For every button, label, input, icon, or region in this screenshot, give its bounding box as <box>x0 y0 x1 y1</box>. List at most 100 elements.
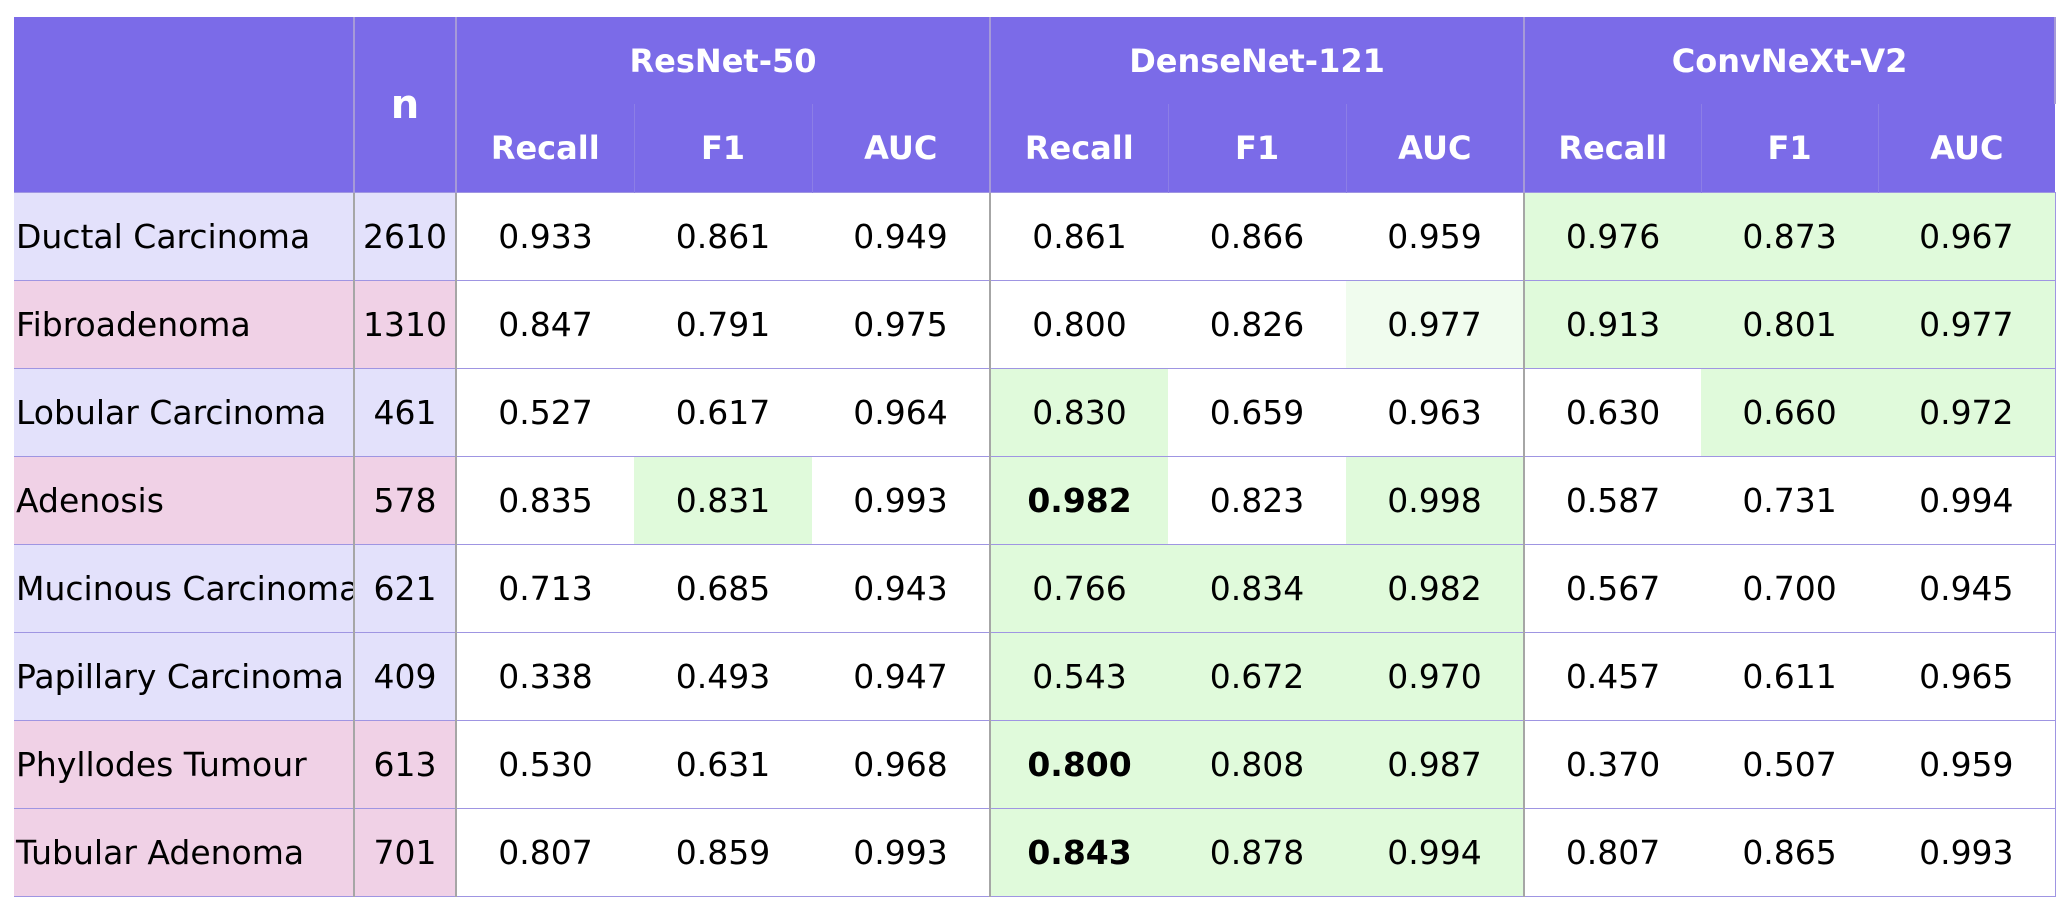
resnet-auc-cell: 0.964 <box>812 368 991 457</box>
table-row: Fibroadenoma 1310 0.847 0.791 0.975 0.800 0.82… <box>14 280 2056 369</box>
metric-header-f1: F1 <box>1700 104 1879 193</box>
class-label-cell: Tubular Adenoma <box>14 808 355 897</box>
densenet-f1-cell: 0.659 <box>1168 368 1347 457</box>
resnet-auc-cell: 0.947 <box>812 632 991 721</box>
class-label-cell: Fibroadenoma <box>14 280 355 369</box>
convnext-auc-cell: 0.967 <box>1878 192 2056 281</box>
metric-header-auc: AUC <box>1345 104 1525 193</box>
sample-count-cell: 613 <box>354 720 457 809</box>
resnet-auc-cell: 0.949 <box>812 192 991 281</box>
table-header: n ResNet-50 DenseNet-121 ConvNeXt-V2 Rec… <box>14 17 2057 193</box>
sample-count-cell: 461 <box>354 368 457 457</box>
densenet-auc-cell: 0.959 <box>1346 192 1525 281</box>
metric-header-f1: F1 <box>633 104 812 193</box>
convnext-f1-cell: 0.507 <box>1701 720 1879 809</box>
densenet-auc-cell: 0.963 <box>1346 368 1525 457</box>
class-label-cell: Phyllodes Tumour <box>14 720 355 809</box>
table-row: Ductal Carcinoma 2610 0.933 0.861 0.949 0.861… <box>14 192 2056 281</box>
class-label-cell: Adenosis <box>14 456 355 545</box>
metric-header-recall: Recall <box>1523 104 1702 193</box>
metric-header-recall: Recall <box>455 104 634 193</box>
resnet-recall-cell: 0.835 <box>455 456 634 545</box>
header-row-metrics: Recall F1 AUC Recall F1 AUC Recall F1 AU… <box>14 104 2056 193</box>
densenet-recall-cell: 0.766 <box>989 544 1169 633</box>
resnet-f1-cell: 0.617 <box>634 368 812 457</box>
convnext-f1-cell: 0.801 <box>1701 280 1879 369</box>
resnet-auc-cell: 0.968 <box>812 720 991 809</box>
resnet-auc-cell: 0.975 <box>812 280 991 369</box>
class-label-cell: Mucinous Carcinoma <box>14 544 355 633</box>
metric-header-auc: AUC <box>811 104 991 193</box>
convnext-auc-cell: 0.965 <box>1878 632 2056 721</box>
sample-count-cell: 409 <box>354 632 457 721</box>
table-row: Tubular Adenoma 701 0.807 0.859 0.993 0.843 0.… <box>14 808 2056 897</box>
convnext-auc-cell: 0.994 <box>1878 456 2056 545</box>
table-row: Phyllodes Tumour 613 0.530 0.631 0.968 0.800 0… <box>14 720 2056 809</box>
densenet-recall-cell: 0.830 <box>989 368 1169 457</box>
sample-count-cell: 578 <box>354 456 457 545</box>
resnet-auc-cell: 0.943 <box>812 544 991 633</box>
n-column-header: n <box>353 17 457 193</box>
densenet-f1-cell: 0.834 <box>1168 544 1347 633</box>
resnet-f1-cell: 0.791 <box>634 280 812 369</box>
resnet-f1-cell: 0.859 <box>634 808 812 897</box>
convnext-auc-cell: 0.972 <box>1878 368 2056 457</box>
densenet-auc-cell: 0.982 <box>1346 544 1525 633</box>
convnext-f1-cell: 0.873 <box>1701 192 1879 281</box>
sample-count-cell: 701 <box>354 808 457 897</box>
densenet-f1-cell: 0.808 <box>1168 720 1347 809</box>
convnext-f1-cell: 0.731 <box>1701 456 1879 545</box>
metric-header-recall: Recall <box>989 104 1169 193</box>
densenet-recall-cell: 0.982 <box>989 456 1169 545</box>
densenet-auc-cell: 0.998 <box>1346 456 1525 545</box>
convnext-f1-cell: 0.865 <box>1701 808 1879 897</box>
densenet-f1-cell: 0.823 <box>1168 456 1347 545</box>
densenet-auc-cell: 0.970 <box>1346 632 1525 721</box>
densenet-recall-cell: 0.543 <box>989 632 1169 721</box>
resnet-recall-cell: 0.847 <box>455 280 634 369</box>
model-header-convnext: ConvNeXt-V2 <box>1523 17 2057 104</box>
sample-count-cell: 2610 <box>354 192 457 281</box>
resnet-f1-cell: 0.831 <box>634 456 812 545</box>
metric-header-f1: F1 <box>1167 104 1347 193</box>
densenet-auc-cell: 0.987 <box>1346 720 1525 809</box>
convnext-auc-cell: 0.959 <box>1878 720 2056 809</box>
resnet-recall-cell: 0.338 <box>455 632 634 721</box>
resnet-f1-cell: 0.861 <box>634 192 812 281</box>
model-header-densenet: DenseNet-121 <box>989 17 1526 104</box>
convnext-auc-cell: 0.945 <box>1878 544 2056 633</box>
convnext-f1-cell: 0.611 <box>1701 632 1879 721</box>
convnext-recall-cell: 0.587 <box>1523 456 1702 545</box>
table-row: Lobular Carcinoma 461 0.527 0.617 0.964 0.830… <box>14 368 2056 457</box>
convnext-recall-cell: 0.370 <box>1523 720 1702 809</box>
sample-count-cell: 1310 <box>354 280 457 369</box>
table-row: Papillary Carcinoma 409 0.338 0.493 0.947 0.5… <box>14 632 2056 721</box>
resnet-recall-cell: 0.933 <box>455 192 634 281</box>
densenet-f1-cell: 0.866 <box>1168 192 1347 281</box>
resnet-recall-cell: 0.807 <box>455 808 634 897</box>
resnet-auc-cell: 0.993 <box>812 456 991 545</box>
densenet-recall-cell: 0.800 <box>989 720 1169 809</box>
densenet-auc-cell: 0.994 <box>1346 808 1525 897</box>
convnext-recall-cell: 0.913 <box>1523 280 1702 369</box>
convnext-f1-cell: 0.700 <box>1701 544 1879 633</box>
header-row-models: n ResNet-50 DenseNet-121 ConvNeXt-V2 <box>14 17 2057 193</box>
corner-header-cell <box>14 17 355 193</box>
results-table: n ResNet-50 DenseNet-121 ConvNeXt-V2 Rec… <box>14 17 2057 897</box>
convnext-recall-cell: 0.630 <box>1523 368 1702 457</box>
convnext-f1-cell: 0.660 <box>1701 368 1879 457</box>
table-row: Mucinous Carcinoma 621 0.713 0.685 0.943 0.76… <box>14 544 2056 633</box>
convnext-auc-cell: 0.993 <box>1878 808 2056 897</box>
model-header-resnet: ResNet-50 <box>454 17 992 104</box>
densenet-recall-cell: 0.861 <box>989 192 1169 281</box>
table-body: Ductal Carcinoma 2610 0.933 0.861 0.949 0.861… <box>14 192 2056 897</box>
convnext-auc-cell: 0.977 <box>1878 280 2056 369</box>
table-row: Adenosis 578 0.835 0.831 0.993 0.982 0.823 0.99… <box>14 456 2056 545</box>
convnext-recall-cell: 0.457 <box>1523 632 1702 721</box>
resnet-f1-cell: 0.631 <box>634 720 812 809</box>
convnext-recall-cell: 0.807 <box>1523 808 1702 897</box>
densenet-f1-cell: 0.878 <box>1168 808 1347 897</box>
class-label-cell: Lobular Carcinoma <box>14 368 355 457</box>
resnet-f1-cell: 0.685 <box>634 544 812 633</box>
resnet-f1-cell: 0.493 <box>634 632 812 721</box>
